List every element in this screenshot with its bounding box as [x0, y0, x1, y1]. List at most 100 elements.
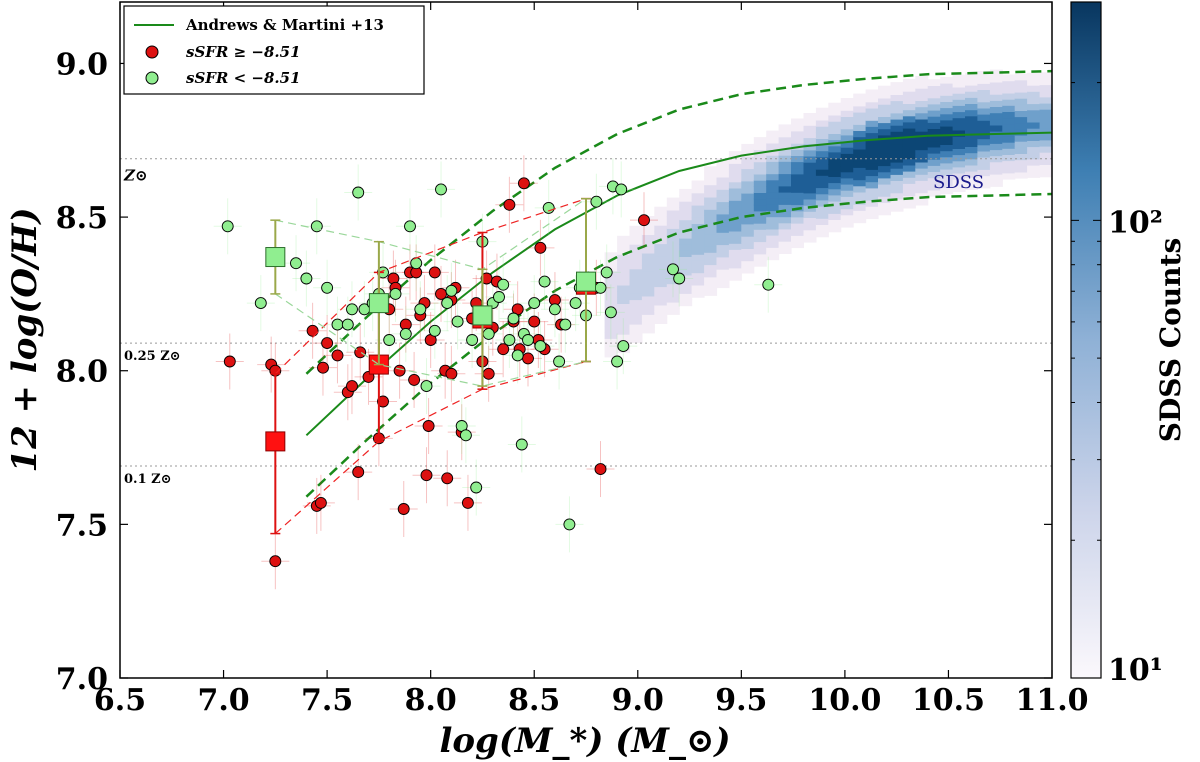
heatmap-cell [1002, 99, 1016, 106]
heatmap-cell [915, 168, 929, 175]
heatmap-cell [865, 200, 879, 207]
heatmap-cell [641, 302, 655, 309]
heatmap-cell [1039, 90, 1052, 98]
heatmap-cell [915, 174, 929, 181]
heatmap-cell [691, 248, 705, 255]
heatmap-cell [878, 171, 891, 179]
heatmap-cell [617, 334, 631, 341]
data-point [482, 327, 495, 340]
heatmap-cell [828, 188, 842, 196]
heatmap-cell [617, 241, 631, 249]
heatmap-cell [629, 274, 643, 282]
heatmap-cell [666, 308, 680, 315]
heatmap-cell [654, 225, 668, 232]
heatmap-cell [828, 121, 842, 128]
heatmap-cell [977, 89, 991, 97]
heatmap-cell [641, 271, 655, 279]
heatmap-cell [878, 196, 891, 203]
heatmap-cell [791, 210, 804, 218]
heatmap-cell [716, 263, 730, 270]
heatmap-cell [840, 159, 854, 167]
heatmap-cell [1014, 141, 1028, 148]
heatmap-cell [1039, 127, 1052, 135]
colorbar-tick-label: 10¹ [1108, 653, 1163, 688]
heatmap-cell [828, 127, 842, 134]
heatmap-cell [741, 223, 755, 231]
heatmap-cell [766, 192, 780, 199]
heatmap-cell [902, 78, 916, 86]
data-point [352, 466, 365, 479]
legend-label-low-ssfr: sSFR < −8.51 [186, 69, 301, 87]
heatmap-cell [728, 194, 742, 201]
heatmap-cell [753, 247, 767, 255]
heatmap-cell [952, 93, 966, 100]
heatmap-cell [654, 311, 668, 318]
legend-label-andrews: Andrews & Martini +13 [185, 16, 384, 34]
heatmap-cell [629, 231, 643, 239]
heatmap-cell [890, 82, 904, 89]
heatmap-cell [927, 183, 941, 191]
heatmap-cell [902, 140, 916, 147]
data-point [497, 343, 510, 356]
heatmap-cell [902, 128, 916, 135]
heatmap-cell [1039, 109, 1052, 116]
heatmap-cell [716, 238, 730, 246]
heatmap-cell [1027, 122, 1041, 129]
heatmap-cell [803, 229, 817, 237]
heatmap-cell [840, 214, 854, 222]
bin-envelope [275, 198, 587, 270]
heatmap-cell [977, 120, 991, 127]
heatmap-cell [791, 167, 804, 175]
data-point [569, 297, 582, 310]
heatmap-cell [803, 199, 817, 206]
heatmap-cell [778, 216, 792, 224]
heatmap-cell [679, 287, 693, 294]
heatmap-cell [691, 205, 705, 212]
heatmap-cell [965, 91, 978, 98]
heatmap-cell [1002, 93, 1016, 100]
legend-label-high-ssfr: sSFR ≥ −8.51 [186, 43, 301, 61]
heatmap-cell [890, 94, 904, 102]
heatmap-cell [679, 268, 693, 276]
heatmap-cell [704, 240, 718, 247]
heatmap-cell [766, 235, 780, 242]
heatmap-cell [890, 88, 904, 95]
heatmap-cell [965, 177, 978, 184]
data-point [563, 518, 576, 531]
heatmap-cell [1002, 172, 1016, 180]
reference-label: Z⊙ [123, 167, 148, 185]
heatmap-cell [1014, 79, 1028, 87]
heatmap-cell [989, 94, 1003, 101]
heatmap-cell [1039, 146, 1052, 153]
heatmap-cell [815, 224, 829, 232]
data-point [445, 284, 458, 297]
x-tick-label: 9.0 [612, 683, 664, 718]
reference-label: 0.25 Z⊙ [124, 349, 181, 364]
heatmap-cell [679, 262, 693, 270]
heatmap-cell [890, 155, 904, 163]
heatmap-cell [1039, 103, 1052, 110]
y-tick-label: 7.5 [56, 508, 108, 543]
heatmap-cell [604, 289, 618, 296]
heatmap-cell [952, 80, 966, 88]
heatmap-cell [828, 164, 842, 171]
heatmap-cell [617, 272, 631, 280]
heatmap-cell [989, 124, 1003, 132]
heatmap-cell [952, 185, 966, 192]
y-tick-label: 8.0 [56, 355, 108, 390]
heatmap-cell [791, 241, 804, 249]
heatmap-cell [977, 71, 991, 78]
heatmap-cell [766, 253, 780, 261]
heatmap-cell [878, 165, 891, 173]
heatmap-cell [890, 180, 904, 188]
heatmap-cell [828, 115, 842, 122]
heatmap-cell [728, 206, 742, 214]
data-point [493, 291, 505, 303]
legend-red-marker [145, 45, 159, 59]
heatmap-cell [965, 146, 978, 154]
heatmap-cell [741, 162, 755, 170]
heatmap-cell [716, 269, 730, 276]
heatmap-cell [654, 317, 668, 324]
heatmap-cell [803, 143, 817, 151]
heatmap-cell [815, 163, 829, 170]
